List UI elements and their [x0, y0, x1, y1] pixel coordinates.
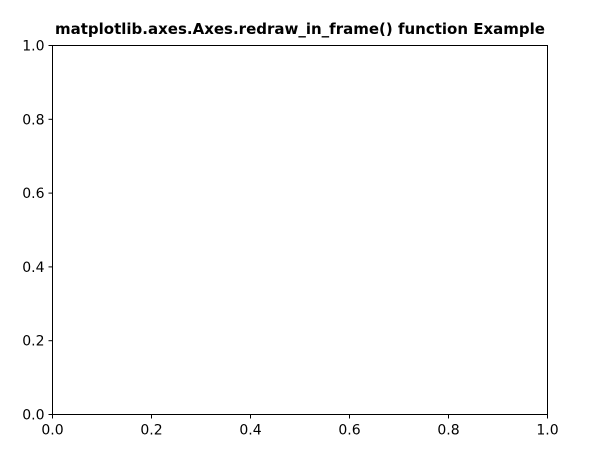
y-tick-label: 0.0 — [22, 408, 44, 424]
x-tick-label: 0.6 — [338, 423, 360, 439]
y-tick-label: 0.6 — [22, 186, 44, 202]
plot-area-frame — [52, 45, 548, 415]
y-axis: 0.0 0.2 0.4 0.6 0.8 1.0 — [22, 39, 53, 424]
y-tick-label: 1.0 — [22, 39, 44, 55]
x-tick-label: 0.8 — [437, 423, 459, 439]
y-tick-label: 0.8 — [22, 112, 44, 128]
x-axis: 0.0 0.2 0.4 0.6 0.8 1.0 — [41, 414, 559, 439]
x-tick-label: 0.4 — [239, 423, 261, 439]
y-tick-label: 0.2 — [22, 334, 44, 350]
x-tick-label: 0.0 — [41, 423, 63, 439]
y-tick-label: 0.4 — [22, 260, 44, 276]
chart-title: matplotlib.axes.Axes.redraw_in_frame() f… — [55, 20, 545, 38]
x-tick-label: 0.2 — [140, 423, 162, 439]
x-tick-label: 1.0 — [536, 423, 558, 439]
